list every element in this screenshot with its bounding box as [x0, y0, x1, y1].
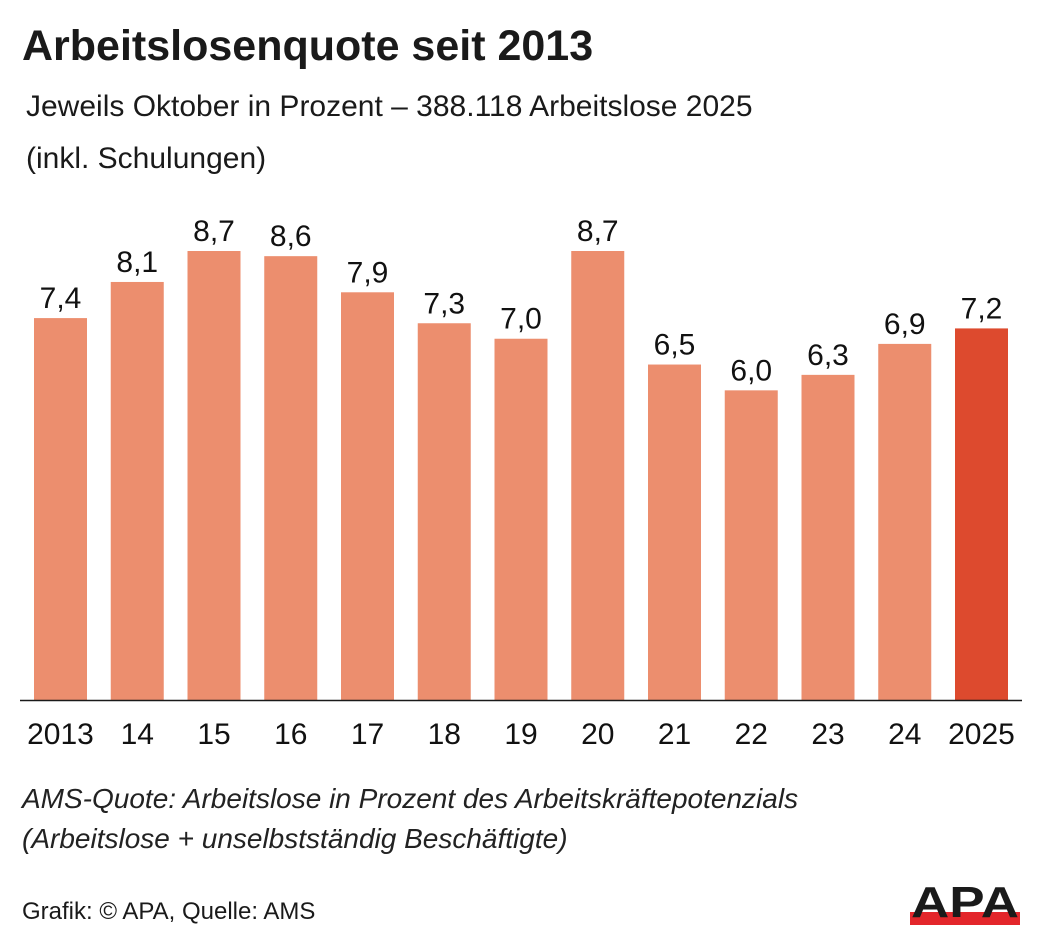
bar: [724, 390, 778, 700]
chart-subtitle: Jeweils Oktober in Prozent – 388.118 Arb…: [26, 90, 753, 123]
bar: [494, 338, 548, 700]
x-tick-label: 15: [197, 718, 230, 751]
bar: [264, 256, 318, 700]
bar: [34, 318, 87, 700]
x-tick-label: 22: [735, 718, 768, 751]
bar: [187, 251, 241, 700]
chart-subtitle-2: (inkl. Schulungen): [26, 142, 267, 175]
bar: [955, 328, 1008, 700]
data-label: 8,1: [116, 246, 158, 279]
x-tick-label: 20: [581, 718, 614, 751]
x-tick-label: 2025: [948, 718, 1015, 751]
data-label: 7,4: [40, 282, 82, 315]
bar-chart: 7,4 2013 8,1 14 8,7 15 8,6 16 7,9 17 7,3 18 7,0 19 8,7…: [20, 215, 1022, 751]
footnote-2: (Arbeitslose + unselbstständig Beschäfti…: [22, 823, 568, 854]
data-label: 7,9: [347, 256, 389, 289]
x-tick-label: 19: [504, 718, 537, 751]
data-label: 7,2: [961, 292, 1003, 325]
logo-red-bar: [910, 912, 1020, 925]
apa-logo: APA: [910, 878, 1020, 927]
bar: [341, 292, 394, 700]
bar: [878, 343, 932, 700]
source-credit: Grafik: © APA, Quelle: AMS: [22, 898, 316, 925]
x-tick-label: 21: [658, 718, 691, 751]
x-tick-label: 24: [888, 718, 921, 751]
chart-title: Arbeitslosenquote seit 2013: [22, 22, 594, 70]
x-tick-label: 18: [428, 718, 461, 751]
data-label: 6,0: [730, 354, 772, 387]
data-label: 6,9: [884, 308, 926, 341]
bar: [801, 374, 855, 700]
x-tick-label: 2013: [27, 718, 94, 751]
data-label: 7,0: [500, 303, 542, 336]
data-label: 8,7: [193, 215, 235, 248]
data-label: 8,6: [270, 220, 312, 253]
footnote: AMS-Quote: Arbeitslose in Prozent des Ar…: [22, 783, 799, 814]
logo-text: APA: [911, 878, 1019, 927]
data-label: 6,3: [807, 339, 849, 372]
x-tick-label: 23: [811, 718, 844, 751]
x-tick-label: 17: [351, 718, 384, 751]
data-label: 8,7: [577, 215, 619, 248]
bar: [571, 251, 625, 700]
x-tick-label: 14: [121, 718, 154, 751]
x-tick-label: 16: [274, 718, 307, 751]
bar: [648, 364, 701, 700]
data-label: 6,5: [654, 329, 696, 362]
data-label: 7,3: [423, 287, 465, 320]
bar: [417, 323, 471, 700]
bar: [110, 281, 164, 700]
